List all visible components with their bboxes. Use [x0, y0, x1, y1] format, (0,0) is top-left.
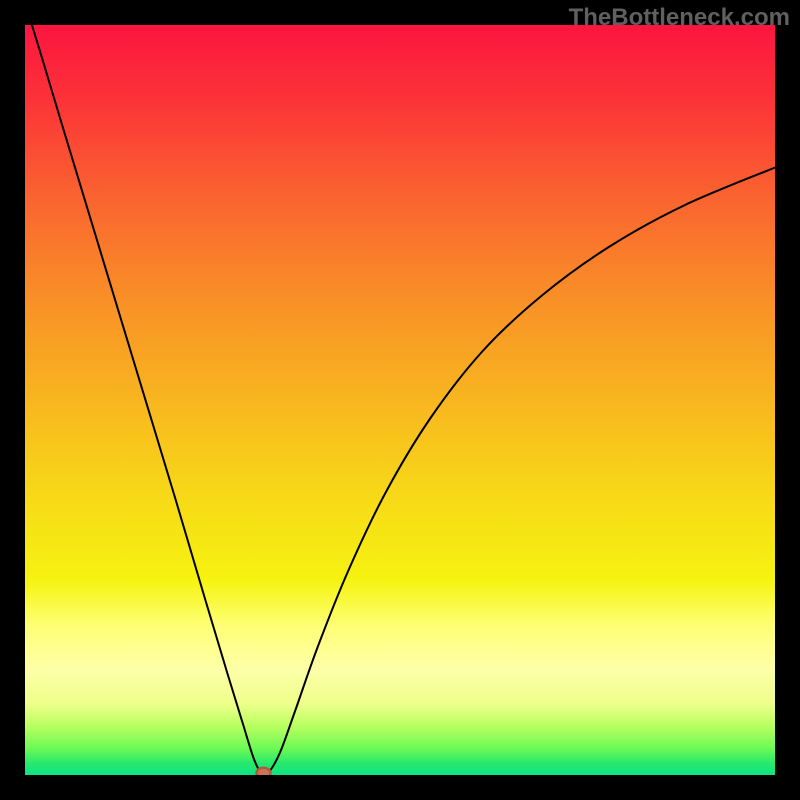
- chart-container: TheBottleneck.com: [0, 0, 800, 800]
- gradient-background: [25, 25, 775, 775]
- watermark-text: TheBottleneck.com: [569, 4, 790, 32]
- bottleneck-chart: [0, 0, 800, 800]
